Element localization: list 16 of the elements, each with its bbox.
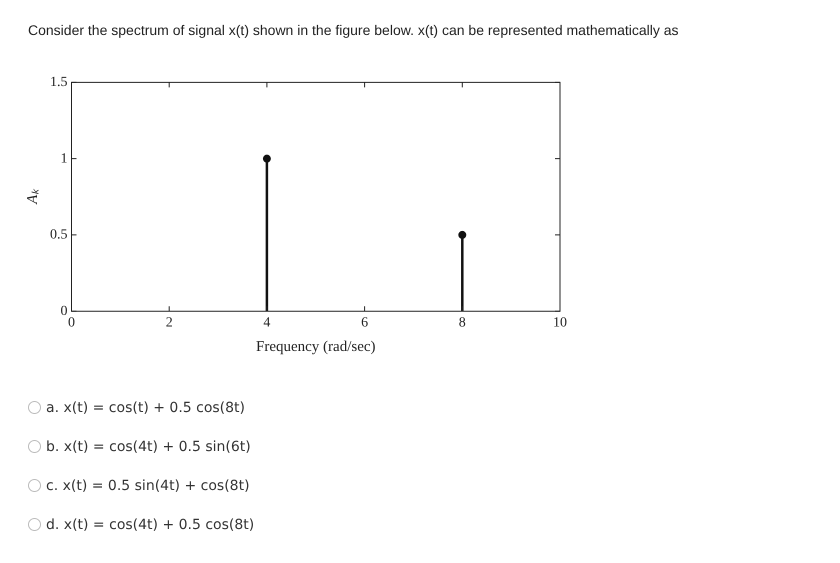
x-tick-label: 4 [263, 315, 270, 330]
x-tick-label: 8 [458, 315, 466, 330]
y-tick-label: 1.5 [50, 75, 68, 90]
text: b. x(t) = cos(4t) + 0.5 sin(6t) [46, 438, 251, 454]
text: a. x(t) = cos(t) + 0.5 cos(8t) [46, 400, 246, 416]
x-tick-label: 2 [166, 315, 173, 330]
y-tick-label: 0 [60, 304, 68, 319]
y-axis-title: Aₖ [24, 188, 41, 205]
y-tick-label: 1 [60, 151, 68, 166]
text: c. x(t) = 0.5 sin(4t) + cos(8t) [46, 478, 250, 494]
x-axis-title: Frequency (rad/sec) [256, 338, 376, 355]
text: d. x(t) = cos(4t) + 0.5 cos(8t) [46, 516, 254, 532]
x-tick-label: 10 [553, 315, 567, 330]
x-tick-label: 6 [361, 315, 368, 330]
chart-title: Consider the spectrum of signal x(t) shown in the figure below. x(t) can be represented mathematically as [28, 22, 679, 38]
y-tick-label: 0.5 [50, 228, 68, 243]
